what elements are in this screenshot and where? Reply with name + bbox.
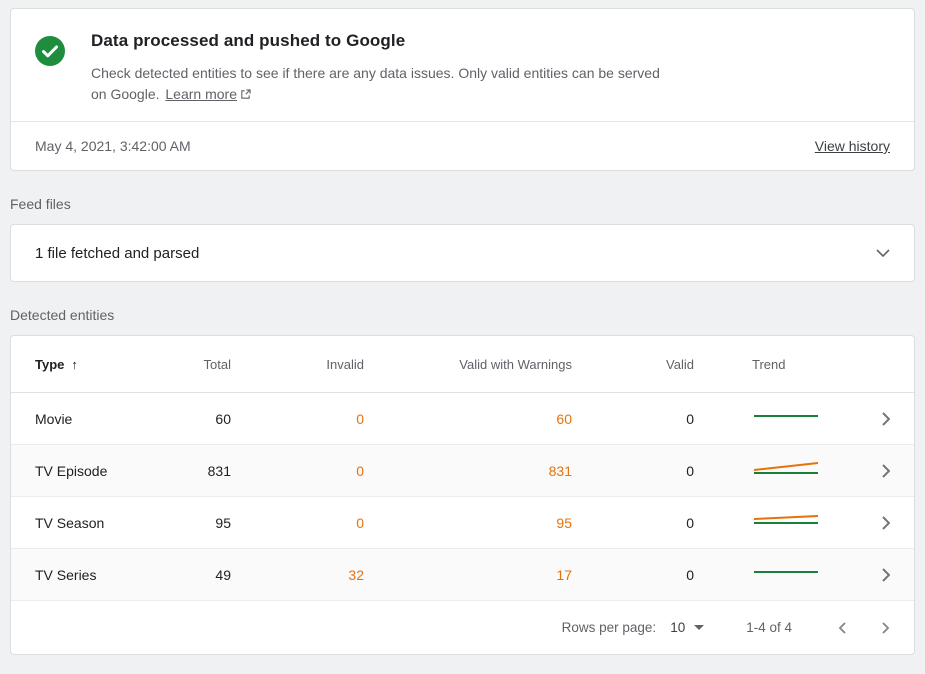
entity-type: Movie [35, 410, 73, 427]
entity-valid: 0 [686, 566, 694, 583]
status-title: Data processed and pushed to Google [91, 31, 406, 50]
dropdown-arrow-icon [694, 625, 705, 630]
status-card-footer: May 4, 2021, 3:42:00 AM View history [11, 121, 914, 170]
external-link-icon [241, 89, 251, 99]
pagination-range: 1-4 of 4 [746, 620, 792, 635]
chevron-right-icon[interactable] [882, 567, 890, 582]
chevron-down-icon-svg [876, 249, 890, 258]
entity-valid-with-warnings: 831 [548, 462, 572, 479]
column-header-trend: Trend [752, 356, 786, 372]
chevron-right-icon[interactable] [882, 515, 890, 530]
trend-sparkline [753, 462, 819, 474]
entity-valid-with-warnings: 95 [556, 514, 572, 531]
table-header-row: Type ↑ Total Invalid Valid with Warnings… [11, 336, 914, 393]
detected-entities-table: Type ↑ Total Invalid Valid with Warnings… [10, 335, 915, 655]
detected-entities-section-label: Detected entities [10, 307, 115, 323]
trend-cell [694, 510, 844, 535]
timestamp: May 4, 2021, 3:42:00 AM [35, 138, 191, 154]
row-actions [844, 411, 890, 426]
trend-sparkline [754, 571, 818, 573]
column-header-type-label: Type [35, 356, 65, 372]
entity-total: 49 [215, 566, 231, 583]
entity-valid-with-warnings: 60 [556, 410, 572, 427]
entity-invalid: 0 [356, 410, 364, 427]
entity-invalid: 0 [356, 514, 364, 531]
status-description-text: Check detected entities to see if there … [91, 65, 660, 102]
entity-invalid: 0 [356, 462, 364, 479]
trend-cell [694, 562, 844, 587]
row-actions [844, 463, 890, 478]
next-page-button[interactable] [882, 621, 890, 634]
table-footer: Rows per page: 10 1-4 of 4 [11, 601, 914, 654]
rows-per-page-select[interactable]: 10 [670, 620, 705, 635]
table-row[interactable]: Movie 60 0 60 0 [11, 393, 914, 445]
chevron-right-icon [882, 621, 890, 634]
entity-type: TV Season [35, 514, 105, 531]
rows-per-page-value: 10 [670, 620, 686, 635]
status-card-main: Data processed and pushed to Google Chec… [11, 9, 914, 121]
row-actions [844, 567, 890, 582]
table-row[interactable]: TV Season 95 0 95 0 [11, 497, 914, 549]
entity-total: 60 [215, 410, 231, 427]
trend-cell [694, 458, 844, 483]
chevron-left-icon [838, 621, 846, 634]
rows-per-page-label: Rows per page: [561, 620, 657, 635]
chevron-down-icon[interactable] [876, 244, 890, 262]
column-header-valid[interactable]: Valid [666, 356, 694, 372]
previous-page-button[interactable] [838, 621, 846, 634]
chevron-right-icon[interactable] [882, 411, 890, 426]
column-header-type[interactable]: Type ↑ [35, 357, 165, 372]
feed-files-summary: 1 file fetched and parsed [35, 244, 200, 262]
entity-valid: 0 [686, 410, 694, 427]
entity-valid-with-warnings: 17 [556, 566, 572, 583]
entity-invalid: 32 [348, 566, 364, 583]
feed-files-accordion[interactable]: 1 file fetched and parsed [10, 224, 915, 282]
entity-type: TV Episode [35, 462, 108, 479]
success-check-icon-svg [35, 36, 65, 66]
learn-more-label: Learn more [165, 86, 237, 102]
column-header-invalid[interactable]: Invalid [326, 356, 364, 372]
entity-valid: 0 [686, 462, 694, 479]
feed-files-section-label: Feed files [10, 196, 71, 212]
table-row[interactable]: TV Episode 831 0 831 0 [11, 445, 914, 497]
trend-cell [694, 406, 844, 431]
column-header-total[interactable]: Total [203, 356, 231, 372]
page: Data processed and pushed to Google Chec… [10, 8, 915, 655]
success-check-icon [35, 36, 65, 71]
learn-more-link[interactable]: Learn more [165, 86, 251, 102]
row-actions [844, 515, 890, 530]
table-row[interactable]: TV Series 49 32 17 0 [11, 549, 914, 601]
status-description: Check detected entities to see if there … [91, 63, 669, 105]
status-card: Data processed and pushed to Google Chec… [10, 8, 915, 171]
column-header-valid-with-warnings[interactable]: Valid with Warnings [459, 356, 572, 372]
entity-type: TV Series [35, 566, 97, 583]
trend-sparkline [754, 415, 818, 417]
status-text-block: Data processed and pushed to Google Chec… [91, 31, 669, 105]
view-history-link[interactable]: View history [814, 138, 890, 154]
chevron-right-icon[interactable] [882, 463, 890, 478]
trend-sparkline [753, 515, 819, 524]
entity-total: 95 [215, 514, 231, 531]
sort-ascending-icon: ↑ [71, 356, 78, 372]
entity-total: 831 [207, 462, 231, 479]
entity-valid: 0 [686, 514, 694, 531]
